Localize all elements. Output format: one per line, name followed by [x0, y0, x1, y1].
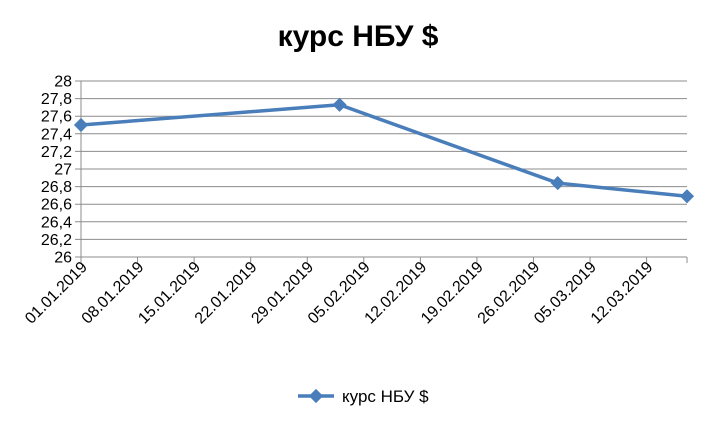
series-line — [80, 103, 688, 199]
legend-label: курс НБУ $ — [342, 387, 429, 406]
series-layer — [73, 97, 695, 204]
data-point — [550, 176, 565, 191]
y-tick-label: 27,2 — [41, 144, 72, 161]
y-tick-label: 27 — [54, 162, 72, 179]
y-tick-label: 26,8 — [41, 179, 72, 196]
y-tick-label: 27,8 — [41, 91, 72, 108]
data-point — [679, 189, 695, 204]
y-tick-label: 26,2 — [41, 232, 72, 249]
y-tick-label: 26,6 — [41, 197, 72, 214]
data-point — [332, 97, 347, 112]
y-tick-label: 28 — [54, 74, 72, 91]
chart-title: курс НБУ $ — [278, 20, 439, 53]
gridlines — [75, 80, 687, 258]
legend-diamond-marker — [308, 388, 324, 404]
y-tick-label: 27,4 — [41, 126, 72, 143]
legend: курс НБУ $ — [298, 387, 429, 406]
axes — [80, 81, 687, 258]
data-point — [73, 117, 89, 133]
x-axis-ticks: 01.01.201908.01.201915.01.201922.01.2019… — [22, 257, 688, 327]
y-tick-label: 26 — [54, 250, 72, 267]
y-tick-label: 26,4 — [41, 214, 72, 231]
y-tick-label: 27,6 — [41, 109, 72, 126]
